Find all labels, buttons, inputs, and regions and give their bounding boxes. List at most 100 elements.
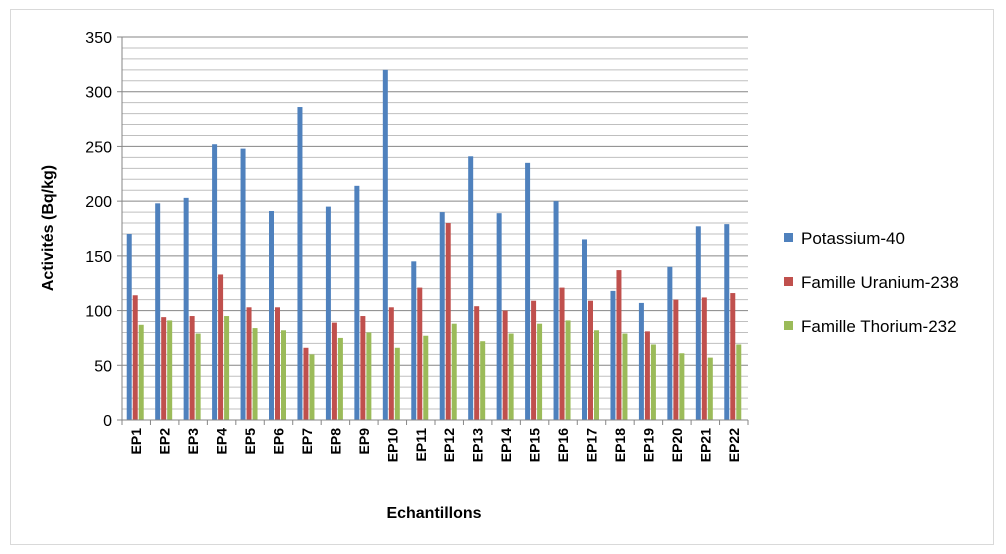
x-tick-labels: EP1 EP2 EP3 EP4 EP5 EP6 EP7 EP8 EP9 EP10 EP11 EP12 E… <box>128 428 742 462</box>
bar-famille-uranium-238-ep13 <box>474 306 480 420</box>
bar-famille-thorium-232-ep13 <box>480 341 486 420</box>
x-tick-label: EP9 <box>356 428 372 455</box>
bar-famille-uranium-238-ep1 <box>132 295 138 420</box>
legend-swatch <box>784 277 793 286</box>
y-tick-labels: 0 50 100 150 200 250 300 350 <box>85 30 112 430</box>
x-tick-label: EP12 <box>441 428 457 462</box>
legend-swatch <box>784 321 793 330</box>
y-tick-label: 100 <box>85 304 112 321</box>
x-tick-label: EP4 <box>214 428 230 455</box>
x-tick-label: EP13 <box>470 428 486 462</box>
x-tick-label: EP6 <box>271 428 287 455</box>
chart-frame <box>10 9 994 545</box>
bar-potassium-40-ep9 <box>354 185 360 420</box>
bar-potassium-40-ep10 <box>382 69 388 420</box>
bar-famille-uranium-238-ep10 <box>388 307 394 420</box>
bar-famille-uranium-238-ep11 <box>417 287 423 420</box>
y-tick-label: 300 <box>85 85 112 102</box>
legend: Potassium-40 Famille Uranium-238 Famille T… <box>784 229 959 336</box>
legend-label: Famille Thorium-232 <box>801 317 957 336</box>
bar-famille-uranium-238-ep16 <box>559 287 565 420</box>
bar-famille-thorium-232-ep18 <box>622 333 628 420</box>
x-tick-label: EP11 <box>413 428 429 462</box>
y-tick-label: 150 <box>85 249 112 266</box>
axes <box>117 36 749 425</box>
x-tick-label: EP7 <box>299 428 315 455</box>
bar-famille-thorium-232-ep16 <box>565 320 571 420</box>
bar-famille-thorium-232-ep17 <box>594 330 599 420</box>
bar-potassium-40-ep21 <box>695 226 701 420</box>
bar-famille-uranium-238-ep2 <box>161 317 167 420</box>
bar-famille-thorium-232-ep15 <box>537 323 543 420</box>
bar-famille-uranium-238-ep3 <box>189 316 195 420</box>
y-tick-label: 0 <box>103 413 112 430</box>
bar-potassium-40-ep3 <box>183 197 189 420</box>
y-tick-label: 200 <box>85 194 112 211</box>
x-tick-label: EP20 <box>669 428 685 462</box>
bar-famille-thorium-232-ep7 <box>309 354 315 420</box>
bars <box>126 69 742 421</box>
bar-famille-uranium-238-ep6 <box>275 307 280 420</box>
x-tick-label: EP19 <box>640 428 656 462</box>
bar-famille-thorium-232-ep21 <box>707 357 713 420</box>
bar-famille-thorium-232-ep6 <box>281 330 286 420</box>
bar-famille-thorium-232-ep14 <box>508 333 514 420</box>
x-tick-label: EP3 <box>185 428 201 455</box>
bar-famille-thorium-232-ep9 <box>366 332 372 420</box>
x-axis-title: Echantillons <box>386 505 481 522</box>
legend-item: Famille Uranium-238 <box>784 273 959 292</box>
x-tick-label: EP15 <box>527 428 543 462</box>
bar-potassium-40-ep17 <box>582 239 587 420</box>
bar-famille-thorium-232-ep5 <box>252 328 258 420</box>
bar-famille-uranium-238-ep12 <box>445 223 451 420</box>
x-tick-label: EP18 <box>612 428 628 462</box>
bar-famille-uranium-238-ep9 <box>360 316 366 420</box>
x-tick-label: EP5 <box>242 428 258 455</box>
legend-label: Famille Uranium-238 <box>801 273 959 292</box>
bar-famille-thorium-232-ep1 <box>138 324 144 420</box>
bar-potassium-40-ep5 <box>240 148 246 421</box>
bar-famille-uranium-238-ep18 <box>616 270 622 420</box>
bar-potassium-40-ep6 <box>269 210 274 420</box>
bar-potassium-40-ep16 <box>553 201 559 420</box>
bar-famille-uranium-238-ep14 <box>502 310 508 420</box>
legend-label: Potassium-40 <box>801 229 905 248</box>
bar-famille-uranium-238-ep7 <box>303 347 309 420</box>
x-tick-label: EP22 <box>726 428 742 462</box>
legend-item: Famille Thorium-232 <box>784 317 957 336</box>
bar-potassium-40-ep15 <box>525 162 531 421</box>
bar-potassium-40-ep19 <box>638 302 644 420</box>
bar-potassium-40-ep7 <box>297 107 303 420</box>
bar-famille-uranium-238-ep20 <box>673 299 679 420</box>
bar-potassium-40-ep18 <box>610 290 616 420</box>
bar-famille-thorium-232-ep10 <box>394 347 400 420</box>
bar-potassium-40-ep1 <box>126 233 132 420</box>
y-axis-title: Activités (Bq/kg) <box>40 165 57 291</box>
bar-famille-uranium-238-ep15 <box>531 300 537 420</box>
bar-famille-thorium-232-ep22 <box>736 344 742 420</box>
bar-famille-thorium-232-ep3 <box>195 333 201 420</box>
bar-famille-thorium-232-ep11 <box>423 335 429 420</box>
y-tick-label: 50 <box>94 358 112 375</box>
x-tick-label: EP21 <box>697 428 713 462</box>
legend-item: Potassium-40 <box>784 229 905 248</box>
bar-potassium-40-ep12 <box>439 212 445 420</box>
bar-famille-uranium-238-ep4 <box>218 274 224 420</box>
bar-potassium-40-ep4 <box>212 144 218 421</box>
x-tick-label: EP8 <box>327 428 343 455</box>
x-tick-label: EP2 <box>157 428 173 455</box>
x-tick-label: EP1 <box>128 428 144 455</box>
y-tick-label: 250 <box>85 139 112 156</box>
bar-famille-thorium-232-ep12 <box>451 323 457 420</box>
y-tick-label: 350 <box>85 30 112 47</box>
bar-potassium-40-ep2 <box>155 203 161 420</box>
bar-famille-uranium-238-ep17 <box>588 300 593 420</box>
bar-famille-uranium-238-ep21 <box>701 297 707 420</box>
x-tick-label: EP14 <box>498 428 514 462</box>
x-tick-label: EP16 <box>555 428 571 462</box>
bar-famille-uranium-238-ep19 <box>644 331 650 420</box>
x-tick-label: EP17 <box>584 428 600 462</box>
bar-famille-thorium-232-ep8 <box>337 337 343 420</box>
bar-potassium-40-ep8 <box>325 206 331 420</box>
